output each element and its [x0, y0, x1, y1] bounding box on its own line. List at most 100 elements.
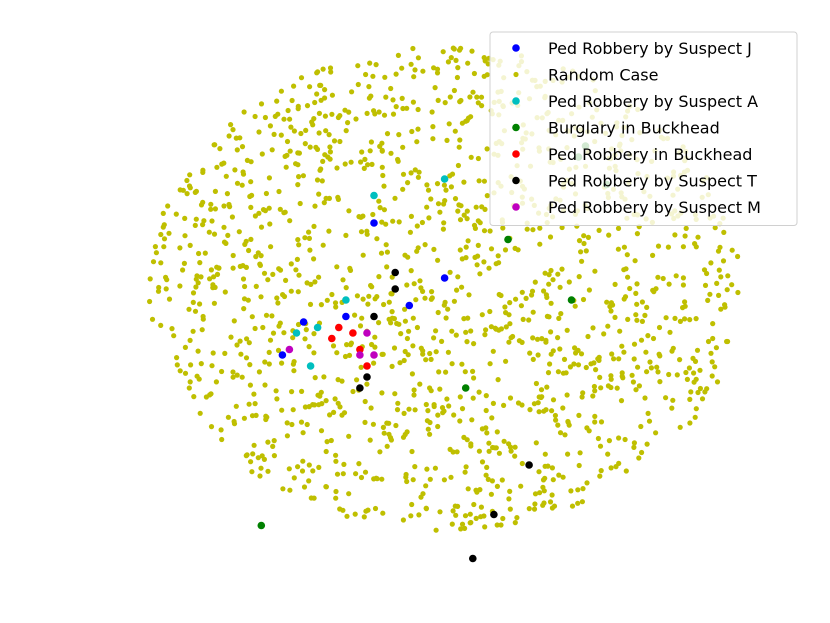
point-random-case — [265, 439, 271, 445]
point-ped-robbery-in-buckhead — [363, 362, 371, 370]
point-random-case — [701, 267, 708, 273]
point-random-case — [281, 330, 287, 336]
point-ped-robbery-by-suspect-j — [405, 301, 414, 310]
point-random-case — [605, 323, 611, 329]
point-random-case — [560, 474, 566, 480]
point-random-case — [435, 412, 441, 418]
point-random-case — [414, 248, 420, 254]
point-random-case — [346, 208, 352, 214]
point-random-case — [461, 179, 467, 185]
point-random-case — [560, 405, 566, 411]
point-random-case — [392, 391, 398, 397]
point-random-case — [530, 335, 536, 341]
point-random-case — [499, 477, 505, 483]
point-random-case — [611, 356, 617, 362]
point-random-case — [445, 306, 451, 312]
point-random-case — [425, 187, 432, 193]
point-random-case — [300, 430, 306, 436]
point-random-case — [412, 464, 418, 470]
point-random-case — [286, 466, 292, 472]
point-random-case — [180, 187, 186, 193]
point-random-case — [441, 477, 447, 483]
point-random-case — [439, 338, 445, 344]
point-random-case — [376, 320, 382, 326]
point-random-case — [454, 74, 460, 81]
point-random-case — [530, 356, 536, 362]
point-random-case — [404, 105, 410, 111]
point-random-case — [705, 297, 711, 303]
point-random-case — [376, 109, 382, 115]
point-random-case — [581, 240, 587, 247]
point-random-case — [197, 260, 203, 266]
point-random-case — [156, 284, 162, 291]
point-random-case — [526, 506, 532, 512]
point-ped-robbery-in-buckhead — [349, 329, 357, 337]
point-random-case — [508, 448, 514, 454]
point-random-case — [440, 49, 446, 55]
point-random-case — [487, 361, 493, 367]
point-random-case — [311, 331, 317, 337]
point-random-case — [302, 235, 308, 241]
point-random-case — [431, 65, 437, 71]
point-random-case — [231, 318, 237, 324]
point-random-case — [729, 247, 735, 253]
point-random-case — [569, 503, 576, 509]
point-random-case — [437, 209, 443, 215]
point-random-case — [383, 221, 389, 227]
point-random-case — [634, 317, 640, 323]
point-random-case — [359, 315, 365, 321]
point-random-case — [158, 260, 164, 266]
point-random-case — [564, 392, 570, 398]
point-random-case — [191, 394, 197, 400]
point-random-case — [547, 234, 554, 240]
point-random-case — [513, 296, 519, 302]
point-random-case — [638, 337, 645, 343]
point-random-case — [410, 315, 416, 321]
point-random-case — [312, 375, 318, 381]
point-random-case — [585, 333, 591, 340]
point-random-case — [415, 126, 421, 132]
point-random-case — [323, 195, 329, 201]
point-random-case — [682, 233, 688, 239]
point-random-case — [196, 376, 202, 382]
point-random-case — [435, 201, 442, 207]
point-random-case — [624, 252, 630, 258]
point-random-case — [228, 122, 234, 128]
point-random-case — [217, 146, 223, 152]
point-random-case — [616, 460, 622, 466]
point-random-case — [238, 351, 244, 357]
point-random-case — [206, 229, 212, 235]
point-random-case — [379, 219, 385, 225]
point-random-case — [306, 235, 312, 241]
point-random-case — [450, 449, 456, 455]
point-random-case — [342, 353, 349, 360]
point-random-case — [622, 294, 629, 300]
point-random-case — [265, 277, 271, 283]
point-random-case — [470, 368, 476, 374]
point-random-case — [257, 262, 263, 268]
point-random-case — [334, 165, 340, 171]
point-random-case — [455, 208, 461, 214]
point-random-case — [544, 313, 551, 319]
point-random-case — [237, 338, 243, 344]
point-random-case — [490, 348, 496, 354]
point-random-case — [184, 177, 190, 184]
point-random-case — [506, 339, 512, 345]
point-random-case — [311, 350, 317, 356]
point-random-case — [457, 247, 463, 253]
point-random-case — [636, 455, 642, 461]
point-random-case — [350, 388, 356, 395]
point-random-case — [278, 132, 284, 138]
point-random-case — [230, 374, 236, 380]
point-random-case — [471, 70, 477, 77]
point-random-case — [311, 402, 318, 408]
point-random-case — [213, 379, 219, 385]
point-random-case — [302, 141, 308, 147]
point-random-case — [221, 224, 227, 230]
point-random-case — [188, 362, 194, 368]
point-random-case — [399, 65, 405, 71]
point-random-case — [441, 201, 447, 207]
point-random-case — [461, 434, 467, 440]
point-random-case — [631, 440, 638, 446]
point-random-case — [567, 364, 574, 370]
